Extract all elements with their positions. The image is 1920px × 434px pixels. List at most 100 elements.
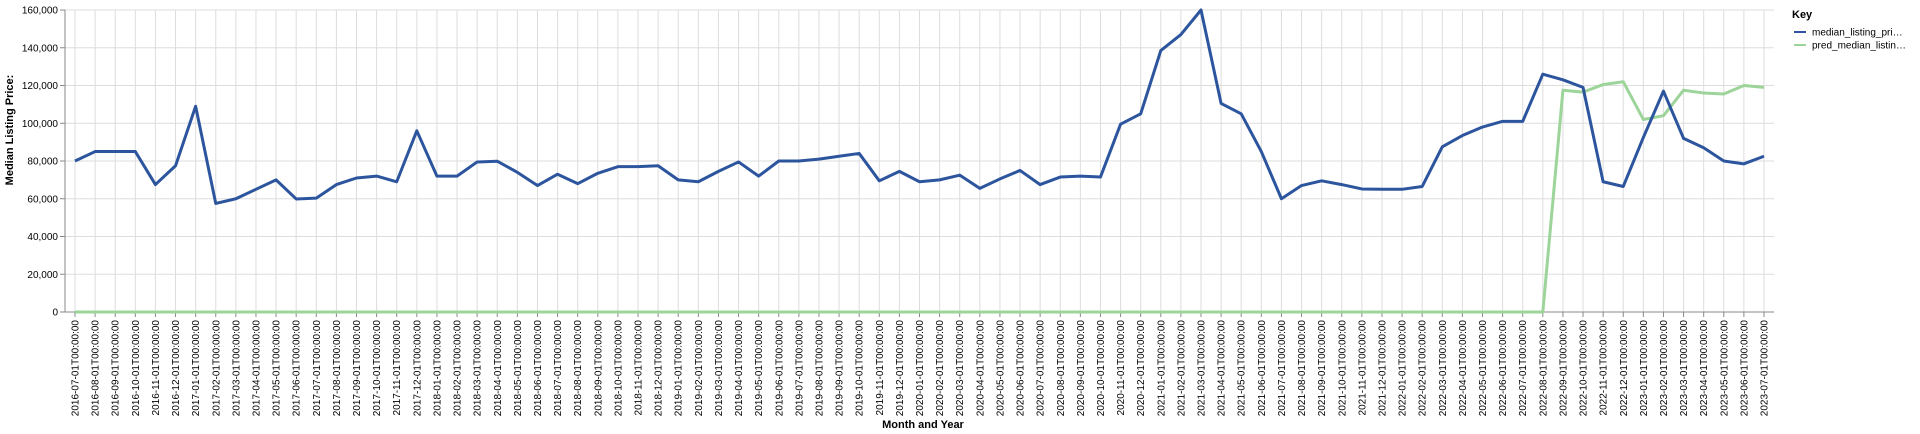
x-tick-label: 2018-07-01T00:00:00 xyxy=(553,320,564,417)
x-tick-label: 2016-07-01T00:00:00 xyxy=(71,320,82,417)
x-tick-label: 2020-01-01T00:00:00 xyxy=(915,320,926,417)
x-tick-label: 2018-03-01T00:00:00 xyxy=(473,320,484,417)
y-tick-label: 20,000 xyxy=(27,270,58,281)
x-tick-label: 2018-02-01T00:00:00 xyxy=(453,320,464,417)
y-tick-label: 160,000 xyxy=(22,6,59,17)
y-tick-label: 140,000 xyxy=(22,43,59,54)
x-tick-label: 2020-05-01T00:00:00 xyxy=(995,320,1006,417)
y-tick-label: 0 xyxy=(52,308,58,319)
x-tick-label: 2020-12-01T00:00:00 xyxy=(1136,320,1147,417)
x-tick-label: 2023-01-01T00:00:00 xyxy=(1639,320,1650,417)
x-tick-label: 2021-06-01T00:00:00 xyxy=(1257,320,1268,417)
x-tick-label: 2022-06-01T00:00:00 xyxy=(1498,320,1509,417)
x-tick-label: 2018-09-01T00:00:00 xyxy=(593,320,604,417)
x-tick-label: 2016-10-01T00:00:00 xyxy=(131,320,142,417)
x-tick-label: 2019-09-01T00:00:00 xyxy=(835,320,846,417)
x-tick-label: 2018-12-01T00:00:00 xyxy=(654,320,665,417)
x-tick-label: 2020-08-01T00:00:00 xyxy=(1056,320,1067,417)
x-tick-label: 2022-05-01T00:00:00 xyxy=(1478,320,1489,417)
x-tick-label: 2022-04-01T00:00:00 xyxy=(1458,320,1469,417)
x-tick-label: 2017-02-01T00:00:00 xyxy=(211,320,222,417)
x-tick-label: 2017-01-01T00:00:00 xyxy=(191,320,202,417)
x-tick-label: 2023-03-01T00:00:00 xyxy=(1679,320,1690,417)
series-lines xyxy=(74,8,1765,314)
x-tick-label: 2023-06-01T00:00:00 xyxy=(1739,320,1750,417)
x-tick-label: 2019-05-01T00:00:00 xyxy=(754,320,765,417)
x-tick-label: 2023-05-01T00:00:00 xyxy=(1719,320,1730,417)
x-tick-label: 2022-01-01T00:00:00 xyxy=(1398,320,1409,417)
x-tick-label: 2018-06-01T00:00:00 xyxy=(533,320,544,417)
x-tick-label: 2018-10-01T00:00:00 xyxy=(613,320,624,417)
x-tick-label: 2020-11-01T00:00:00 xyxy=(1116,320,1127,416)
x-tick-label: 2017-08-01T00:00:00 xyxy=(332,320,343,417)
x-tick-label: 2019-03-01T00:00:00 xyxy=(714,320,725,417)
y-tick-label: 40,000 xyxy=(27,232,58,243)
y-tick-label: 80,000 xyxy=(27,157,58,168)
x-tick-label: 2023-07-01T00:00:00 xyxy=(1760,320,1771,417)
x-tick-label: 2021-08-01T00:00:00 xyxy=(1297,320,1308,417)
x-tick-label: 2019-07-01T00:00:00 xyxy=(794,320,805,417)
x-tick-label: 2022-12-01T00:00:00 xyxy=(1619,320,1630,417)
x-tick-label: 2017-10-01T00:00:00 xyxy=(372,320,383,417)
x-tick-label: 2022-02-01T00:00:00 xyxy=(1418,320,1429,417)
x-tick-label: 2022-07-01T00:00:00 xyxy=(1518,320,1529,417)
x-tick-label: 2017-07-01T00:00:00 xyxy=(312,320,323,417)
x-tick-label: 2021-12-01T00:00:00 xyxy=(1377,320,1388,417)
x-tick-label: 2022-09-01T00:00:00 xyxy=(1558,320,1569,417)
x-tick-label: 2021-05-01T00:00:00 xyxy=(1237,320,1248,417)
x-tick-label: 2017-09-01T00:00:00 xyxy=(352,320,363,417)
x-tick-label: 2018-05-01T00:00:00 xyxy=(513,320,524,417)
x-tick-label: 2020-10-01T00:00:00 xyxy=(1096,320,1107,417)
y-axis-title: Median Listing Price: xyxy=(4,75,16,186)
x-tick-label: 2021-03-01T00:00:00 xyxy=(1197,320,1208,417)
x-tick-label: 2022-10-01T00:00:00 xyxy=(1579,320,1590,417)
x-tick-label: 2018-11-01T00:00:00 xyxy=(634,320,645,416)
series-line-1 xyxy=(74,8,1765,205)
x-tick-label: 2016-11-01T00:00:00 xyxy=(151,320,162,416)
x-tick-label: 2016-12-01T00:00:00 xyxy=(171,320,182,417)
x-tick-label: 2019-10-01T00:00:00 xyxy=(855,320,866,417)
y-tick-label: 120,000 xyxy=(22,81,59,92)
x-tick-label: 2017-12-01T00:00:00 xyxy=(412,320,423,417)
x-tick-label: 2021-02-01T00:00:00 xyxy=(1176,320,1187,417)
x-tick-label: 2023-02-01T00:00:00 xyxy=(1659,320,1670,417)
x-tick-label: 2019-08-01T00:00:00 xyxy=(814,320,825,417)
x-tick-label: 2017-06-01T00:00:00 xyxy=(292,320,303,417)
x-tick-label: 2021-01-01T00:00:00 xyxy=(1156,320,1167,417)
legend: Key median_listing_pri… pred_median_listi… xyxy=(1792,9,1906,52)
legend-label: pred_median_listin… xyxy=(1812,41,1906,52)
x-tick-label: 2017-03-01T00:00:00 xyxy=(231,320,242,417)
x-tick-label: 2018-04-01T00:00:00 xyxy=(493,320,504,417)
x-tick-label: 2019-11-01T00:00:00 xyxy=(875,320,886,416)
legend-label: median_listing_pri… xyxy=(1812,28,1903,39)
y-axis: 0 20,000 40,000 60,000 80,000 100,000 120,000 1… xyxy=(22,6,66,319)
x-tick-label: 2020-07-01T00:00:00 xyxy=(1036,320,1047,417)
x-tick-label: 2018-08-01T00:00:00 xyxy=(573,320,584,417)
x-tick-label: 2017-04-01T00:00:00 xyxy=(251,320,262,417)
x-tick-label: 2020-03-01T00:00:00 xyxy=(955,320,966,417)
x-tick-label: 2023-04-01T00:00:00 xyxy=(1699,320,1710,417)
x-tick-label: 2018-01-01T00:00:00 xyxy=(432,320,443,417)
x-tick-label: 2020-02-01T00:00:00 xyxy=(935,320,946,417)
x-tick-label: 2017-11-01T00:00:00 xyxy=(392,320,403,416)
x-axis: 2016-07-01T00:00:00 2016-08-01T00:00:00 20… xyxy=(65,311,1774,417)
x-tick-label: 2019-02-01T00:00:00 xyxy=(694,320,705,417)
x-tick-label: 2020-06-01T00:00:00 xyxy=(1016,320,1027,417)
x-tick-label: 2022-11-01T00:00:00 xyxy=(1599,320,1610,416)
y-tick-label: 100,000 xyxy=(22,119,59,130)
x-tick-label: 2021-04-01T00:00:00 xyxy=(1217,320,1228,417)
y-tick-label: 60,000 xyxy=(27,194,58,205)
x-tick-label: 2020-04-01T00:00:00 xyxy=(975,320,986,417)
x-tick-label: 2022-03-01T00:00:00 xyxy=(1438,320,1449,417)
x-tick-label: 2021-10-01T00:00:00 xyxy=(1337,320,1348,417)
x-tick-label: 2022-08-01T00:00:00 xyxy=(1538,320,1549,417)
gridlines xyxy=(65,9,1774,313)
x-tick-label: 2016-08-01T00:00:00 xyxy=(91,320,102,417)
x-tick-label: 2019-01-01T00:00:00 xyxy=(674,320,685,417)
x-tick-label: 2019-06-01T00:00:00 xyxy=(774,320,785,417)
x-tick-label: 2019-12-01T00:00:00 xyxy=(895,320,906,417)
x-tick-label: 2020-09-01T00:00:00 xyxy=(1076,320,1087,417)
series-line-2 xyxy=(75,80,1765,314)
x-tick-label: 2021-09-01T00:00:00 xyxy=(1317,320,1328,417)
